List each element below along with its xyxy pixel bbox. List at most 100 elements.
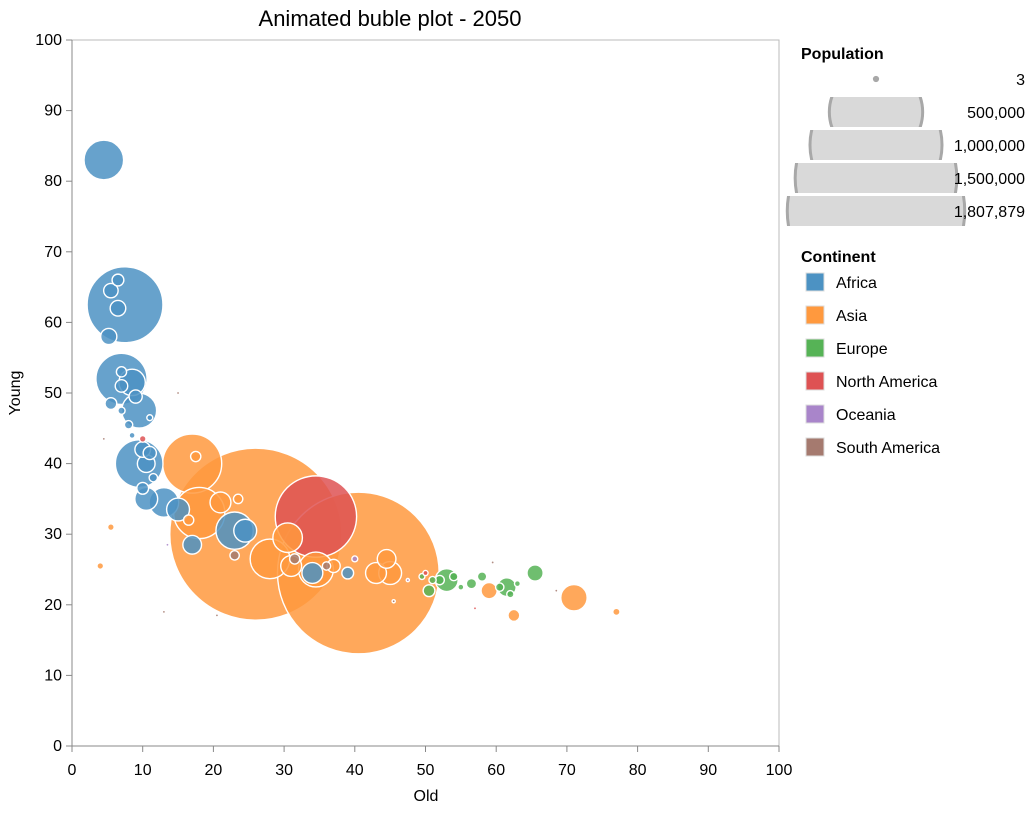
size-legend-label: 500,000 bbox=[967, 105, 1025, 122]
x-axis-title: Old bbox=[414, 788, 439, 805]
bubble-layer bbox=[83, 139, 621, 655]
bubble-africa bbox=[104, 396, 118, 411]
bubble-asia bbox=[182, 514, 195, 526]
x-tick-label: 70 bbox=[558, 762, 576, 779]
legend-label: Oceania bbox=[836, 407, 896, 424]
y-tick-label: 20 bbox=[44, 597, 62, 614]
bubble-oceania bbox=[165, 542, 170, 548]
bubble-south-america bbox=[321, 561, 332, 571]
x-axis: 0 10 20 30 40 50 60 70 80 90 100 bbox=[68, 745, 793, 779]
legend-label: North America bbox=[836, 374, 937, 391]
bubble-europe bbox=[428, 575, 437, 585]
legend-label: Asia bbox=[836, 308, 867, 325]
bubble-africa bbox=[111, 273, 125, 287]
legend-swatch-south-america bbox=[805, 437, 825, 457]
y-tick-label: 60 bbox=[44, 314, 62, 331]
bubble-europe bbox=[513, 579, 522, 588]
bubble-europe bbox=[526, 564, 544, 582]
bubble-oceania bbox=[351, 555, 359, 563]
bubble-africa bbox=[123, 419, 134, 430]
x-tick-label: 40 bbox=[346, 762, 364, 779]
bubble-africa bbox=[165, 497, 191, 522]
bubble-africa bbox=[114, 378, 129, 393]
bubble-north-america bbox=[472, 606, 478, 611]
bubble-africa bbox=[142, 445, 158, 461]
bubble-north-america bbox=[138, 434, 147, 443]
bubble-south-america bbox=[553, 588, 559, 593]
x-tick-label: 30 bbox=[275, 762, 293, 779]
y-tick-label: 30 bbox=[44, 526, 62, 543]
bubble-asia bbox=[272, 522, 304, 554]
x-tick-label: 50 bbox=[417, 762, 435, 779]
bubble-africa bbox=[128, 431, 136, 440]
y-tick-label: 50 bbox=[44, 385, 62, 402]
size-legend: Population 3 500,000 1,000,000 1,500,000 1,8… bbox=[785, 46, 1025, 226]
bubble-asia bbox=[612, 607, 621, 617]
bubble-oceania bbox=[405, 577, 411, 583]
bubble-south-america bbox=[490, 560, 495, 565]
bubble-asia bbox=[189, 450, 202, 463]
x-tick-label: 100 bbox=[766, 762, 793, 779]
size-legend-symbol bbox=[793, 163, 959, 193]
bubble-south-america bbox=[391, 598, 396, 604]
legend-swatch-europe bbox=[805, 338, 825, 358]
bubble-africa bbox=[182, 534, 203, 555]
legend-label: Europe bbox=[836, 341, 888, 358]
chart-title: Animated buble plot - 2050 bbox=[259, 6, 522, 31]
y-tick-label: 90 bbox=[44, 103, 62, 120]
bubble-south-america bbox=[288, 553, 301, 565]
size-legend-symbol bbox=[808, 130, 944, 160]
size-legend-label: 1,807,879 bbox=[954, 204, 1025, 221]
bubble-europe bbox=[476, 571, 488, 582]
color-legend-title: Continent bbox=[801, 249, 876, 266]
legend-swatch-north-america bbox=[805, 371, 825, 391]
bubble-africa bbox=[99, 327, 118, 346]
y-tick-label: 10 bbox=[44, 667, 62, 684]
bubble-asia bbox=[364, 561, 388, 585]
size-legend-symbol bbox=[785, 196, 967, 226]
y-tick-label: 0 bbox=[53, 738, 62, 755]
bubble-asia bbox=[96, 561, 105, 570]
x-tick-label: 60 bbox=[487, 762, 505, 779]
bubble-asia bbox=[232, 493, 244, 505]
legend-label: Africa bbox=[836, 275, 877, 292]
bubble-asia bbox=[106, 523, 115, 532]
bubble-africa bbox=[117, 406, 126, 415]
x-tick-label: 10 bbox=[134, 762, 152, 779]
bubble-south-america bbox=[101, 436, 107, 442]
x-tick-label: 0 bbox=[68, 762, 77, 779]
bubble-south-america bbox=[175, 390, 181, 396]
bubble-africa bbox=[102, 282, 119, 299]
size-legend-label: 3 bbox=[1016, 72, 1025, 89]
y-axis-title: Young bbox=[7, 371, 24, 416]
bubble-south-america bbox=[229, 550, 240, 561]
bubble-africa bbox=[136, 481, 150, 495]
bubble-europe bbox=[448, 571, 459, 582]
x-tick-label: 90 bbox=[699, 762, 717, 779]
x-tick-label: 20 bbox=[205, 762, 223, 779]
size-legend-symbol bbox=[827, 97, 925, 127]
bubble-asia bbox=[376, 548, 397, 569]
bubble-europe bbox=[465, 577, 478, 590]
y-axis: 0 10 20 30 40 50 60 70 80 90 100 bbox=[35, 32, 73, 755]
color-legend: Continent Africa Asia Europe North America O… bbox=[801, 249, 940, 457]
bubble-asia bbox=[560, 583, 588, 612]
bubble-europe bbox=[422, 584, 436, 598]
bubble-africa bbox=[233, 518, 258, 543]
bubble-south-america bbox=[161, 609, 167, 615]
bubble-africa bbox=[109, 299, 127, 317]
legend-swatch-africa bbox=[805, 272, 825, 292]
size-legend-label: 1,000,000 bbox=[954, 138, 1025, 155]
bubble-africa bbox=[301, 561, 324, 585]
y-tick-label: 100 bbox=[35, 32, 62, 49]
bubble-africa bbox=[115, 366, 128, 378]
bubble-africa bbox=[148, 472, 159, 483]
bubble-asia bbox=[161, 433, 223, 494]
x-tick-label: 80 bbox=[629, 762, 647, 779]
y-tick-label: 40 bbox=[44, 456, 62, 473]
bubble-africa bbox=[83, 139, 125, 181]
y-tick-label: 70 bbox=[44, 244, 62, 261]
legend-swatch-oceania bbox=[805, 404, 825, 424]
bubble-asia bbox=[209, 491, 232, 514]
